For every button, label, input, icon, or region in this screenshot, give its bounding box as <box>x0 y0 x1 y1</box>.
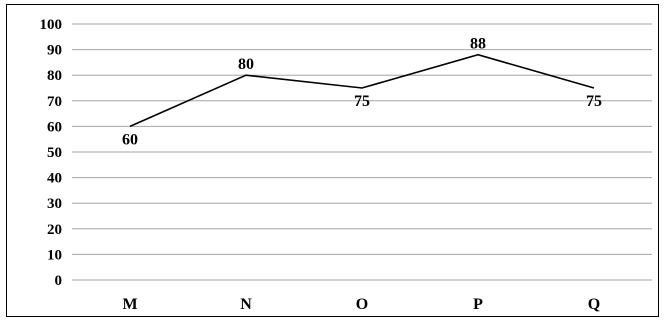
y-tick-label-90: 90 <box>47 43 62 59</box>
y-tick-label-50: 50 <box>47 145 62 161</box>
data-label-n: 80 <box>238 56 254 73</box>
y-tick-label-0: 0 <box>55 273 63 289</box>
y-tick-label-20: 20 <box>47 222 62 238</box>
y-tick-label-70: 70 <box>47 94 62 110</box>
x-tick-label-m: M <box>122 296 137 313</box>
series-line-group <box>129 53 595 128</box>
x-tick-label-n: N <box>240 296 252 313</box>
series-line <box>129 53 595 128</box>
data-labels: 60 80 75 88 75 <box>122 36 602 149</box>
x-tick-label-o: O <box>356 296 368 313</box>
y-tick-label-40: 40 <box>47 171 62 187</box>
y-tick-label-100: 100 <box>40 17 63 33</box>
chart-frame <box>6 4 659 317</box>
y-tick-label-10: 10 <box>47 247 62 263</box>
y-tick-label-30: 30 <box>47 196 62 212</box>
y-axis-ticks: 0 10 20 30 40 50 60 70 80 90 100 <box>40 17 63 289</box>
y-tick-label-60: 60 <box>47 119 62 135</box>
y-tick-label-80: 80 <box>47 68 62 84</box>
data-label-q: 75 <box>586 93 602 110</box>
data-label-p: 88 <box>470 36 486 53</box>
x-tick-label-q: Q <box>588 296 600 313</box>
x-tick-label-p: P <box>473 296 483 313</box>
gridlines <box>72 23 652 281</box>
data-label-o: 75 <box>354 93 370 110</box>
x-axis-ticks: M N O P Q <box>122 296 600 313</box>
data-label-m: 60 <box>122 131 138 148</box>
